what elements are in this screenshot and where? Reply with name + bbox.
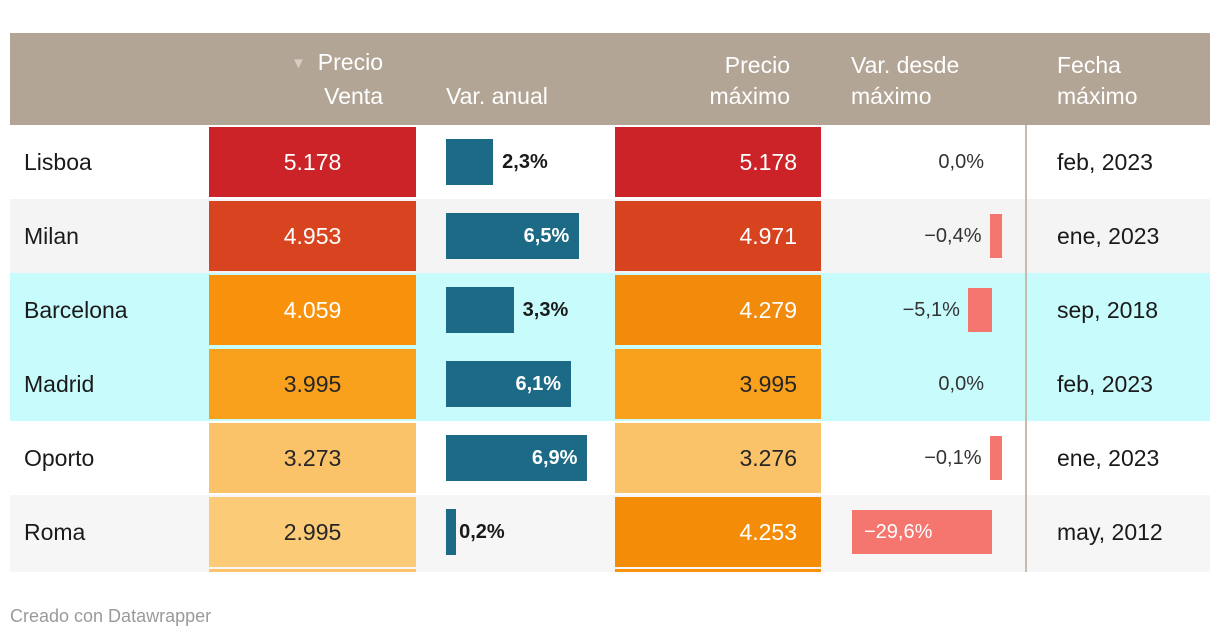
column-header-var_anual[interactable]: Var. anual (446, 83, 548, 109)
precio-venta-cell: 2.995 (209, 497, 416, 567)
precio-venta-cell: 4.059 (209, 275, 416, 345)
precio-venta-cell: 3.273 (209, 423, 416, 493)
city-label: Milan (24, 222, 79, 249)
table-row-roma: Roma 2.995 0,2% 4.253 −29,6% may, 2012 (10, 495, 1210, 569)
var-anual-bar (446, 139, 494, 185)
var-desde-value: −0,4% (924, 224, 982, 247)
precio-venta-cell: 5.178 (209, 127, 416, 197)
var-desde-bar (989, 214, 1002, 258)
fecha-maximo-cell: may, 2012 (1057, 518, 1163, 545)
city-label: Barcelona (24, 296, 128, 323)
column-header-precio_venta[interactable]: ▼ Precio Venta (290, 49, 383, 109)
fecha-maximo-cell: feb, 2023 (1057, 370, 1153, 397)
var-anual-value: 6,5% (523, 224, 570, 247)
fecha-maximo-cell: ene, 2023 (1057, 222, 1160, 249)
var-anual-bar: 6,9% (446, 435, 588, 481)
table-row-lisboa: Lisboa 5.178 2,3% 5.178 0,0% feb, 2023 (10, 125, 1210, 199)
var-anual-bar: 6,1% (446, 361, 572, 407)
clipped-next-row (10, 569, 1210, 572)
table-body: Lisboa 5.178 2,3% 5.178 0,0% feb, 2023 M… (10, 125, 1210, 572)
table-row-barcelona: Barcelona 4.059 3,3% 4.279 −5,1% sep, 20… (10, 273, 1210, 347)
var-desde-bar (967, 288, 992, 332)
city-label: Roma (24, 518, 86, 545)
table-row-madrid: Madrid 3.995 6,1% 3.995 0,0% feb, 2023 (10, 347, 1210, 421)
var-anual-value: 0,2% (459, 520, 505, 543)
fecha-maximo-cell: feb, 2023 (1057, 148, 1153, 175)
table-header: ▼ Precio Venta Var. anual Precio máximo Var. d… (10, 33, 1210, 125)
table-row-oporto: Oporto 3.273 6,9% 3.276 −0,1% ene, 2023 (10, 421, 1210, 495)
precio-venta-cell: 4.953 (209, 201, 416, 271)
clipped-venta-cell (209, 569, 416, 572)
var-anual-bar (446, 287, 514, 333)
datawrapper-credit-link[interactable]: Creado con Datawrapper (10, 606, 212, 626)
var-anual-value: 2,3% (502, 150, 548, 173)
var-desde-bar: −29,6% (851, 510, 992, 554)
precio-maximo-cell: 3.995 (615, 349, 821, 419)
column-header-var_desde_maximo[interactable]: Var. desde máximo (851, 52, 960, 109)
var-anual-value: 6,9% (531, 446, 578, 469)
city-label: Oporto (24, 444, 95, 471)
precio-maximo-cell: 4.253 (615, 497, 821, 567)
column-header-fecha_maximo[interactable]: Fecha máximo (1057, 52, 1138, 109)
fecha-maximo-cell: ene, 2023 (1057, 444, 1160, 471)
var-desde-value: −29,6% (863, 520, 933, 543)
precio-maximo-cell: 5.178 (615, 127, 821, 197)
var-desde-value: −0,1% (924, 446, 982, 469)
clipped-maximo-cell (615, 569, 821, 572)
var-desde-value: 0,0% (938, 150, 984, 173)
precio-maximo-cell: 4.279 (615, 275, 821, 345)
precio-maximo-cell: 4.971 (615, 201, 821, 271)
var-desde-value: −5,1% (902, 298, 960, 321)
var-anual-bar: 6,5% (446, 213, 580, 259)
precio-venta-cell: 3.995 (209, 349, 416, 419)
sort-descending-icon: ▼ (290, 55, 306, 72)
var-anual-bar (446, 509, 456, 555)
city-label: Lisboa (24, 148, 92, 175)
column-divider (1025, 125, 1027, 572)
precio-maximo-cell: 3.276 (615, 423, 821, 493)
fecha-maximo-cell: sep, 2018 (1057, 296, 1159, 323)
var-desde-value: 0,0% (938, 372, 984, 395)
table-row-milan: Milan 4.953 6,5% 4.971 −0,4% ene, 2023 (10, 199, 1210, 273)
city-label: Madrid (24, 370, 95, 397)
var-anual-value: 3,3% (522, 298, 569, 321)
var-desde-bar (989, 436, 1002, 480)
var-anual-value: 6,1% (515, 372, 562, 395)
column-header-precio_maximo[interactable]: Precio máximo (709, 52, 790, 109)
